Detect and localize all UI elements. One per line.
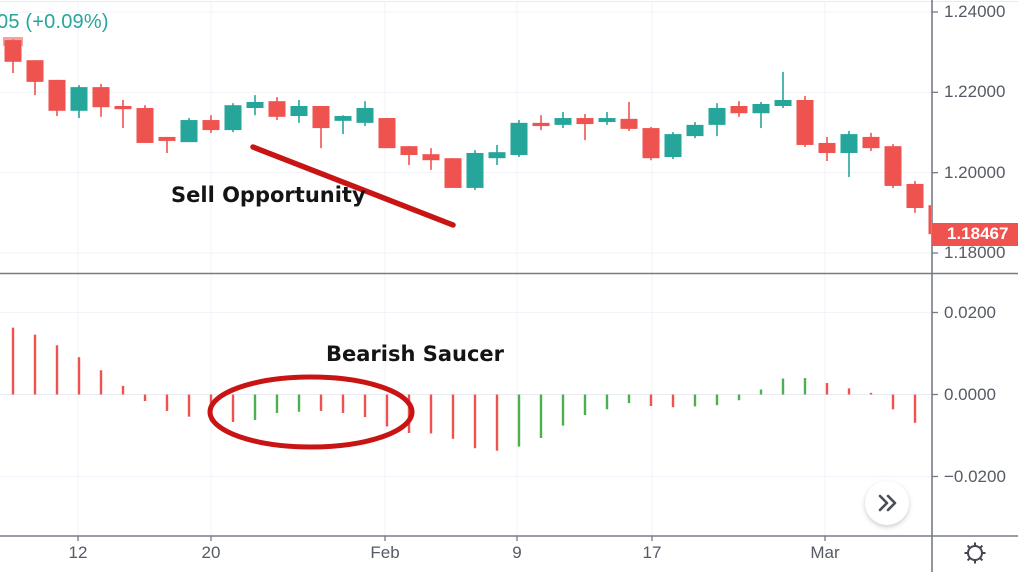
series-group	[3, 37, 931, 451]
fast-forward-chevrons-icon	[878, 494, 896, 512]
candle-body	[862, 136, 880, 149]
time-scale[interactable]: 12 20 Feb 9 17 Mar	[0, 537, 932, 572]
last-price-value: 1.18467	[947, 224, 1009, 244]
price-axis-label: 1.18000	[944, 243, 1006, 262]
candle-body	[598, 118, 616, 123]
gear-glyph	[964, 542, 986, 564]
candle-body	[246, 101, 264, 108]
price-axis-label: 1.20000	[944, 162, 1006, 182]
candle-body	[906, 183, 924, 209]
bearish-saucer-ellipse[interactable]	[207, 374, 415, 450]
time-axis-label: Feb	[370, 543, 400, 562]
candle-body	[312, 105, 330, 129]
time-axis-label: Mar	[810, 543, 840, 562]
hist-axis-label: 0.0000	[944, 384, 996, 404]
candle-body	[26, 60, 44, 82]
symbol-quote-text: 05 (+0.09%)	[0, 11, 109, 33]
candle-body	[158, 136, 176, 141]
bearish-saucer-label[interactable]: Bearish Saucer	[326, 342, 505, 366]
candle-body	[466, 152, 484, 188]
candle-body	[488, 152, 506, 159]
last-price-badge: 1.18467	[932, 222, 1018, 246]
candle-body	[400, 146, 418, 155]
hist-axis-label: 0.0200	[944, 302, 996, 322]
time-axis-label: 9	[512, 543, 522, 562]
price-axis-label: 1.22000	[944, 82, 1006, 102]
candle-body	[796, 99, 814, 145]
sell-trend-line[interactable]	[250, 144, 456, 228]
candle-body	[4, 40, 22, 62]
settings-gear-icon[interactable]	[961, 539, 989, 567]
candle-body	[378, 118, 396, 149]
candle-body	[664, 134, 682, 158]
candle-body	[928, 205, 931, 235]
candle-body	[620, 118, 638, 129]
candle-body	[136, 107, 154, 143]
candle-body	[92, 87, 110, 108]
candle-body	[730, 105, 748, 114]
candle-body	[114, 105, 132, 110]
candle-body	[70, 87, 88, 111]
candle-body	[752, 103, 770, 114]
candle-body	[422, 154, 440, 161]
candle-body	[642, 128, 660, 159]
candle-body	[290, 105, 308, 117]
candle-body	[774, 99, 792, 106]
candle-body	[180, 120, 198, 143]
price-axis-label: 1.24000	[944, 2, 1006, 21]
candle-body	[268, 101, 286, 117]
candle-body	[708, 107, 726, 125]
time-axis-label: 12	[68, 543, 88, 562]
candle-body	[202, 120, 220, 131]
candle-body	[224, 105, 242, 131]
candle-body	[444, 158, 462, 188]
candle-body	[576, 118, 594, 125]
sell-opportunity-label[interactable]: Sell Opportunity	[171, 183, 366, 207]
candle-body	[356, 107, 374, 123]
candle-body	[554, 118, 572, 125]
candle-body	[510, 122, 528, 155]
hist-axis-label: −0.0200	[944, 466, 1006, 486]
candle-body	[818, 142, 836, 153]
time-axis-label: 20	[201, 543, 221, 562]
candle-body	[840, 134, 858, 153]
candle-body	[884, 146, 902, 186]
candle-body	[686, 124, 704, 137]
candle-body	[334, 116, 352, 121]
price-scale[interactable]: 1.18467 1.24000 1.22000 1.20000 1.18000 0.02…	[932, 0, 1018, 535]
candle-body	[532, 122, 550, 127]
scroll-right-button[interactable]	[865, 481, 909, 525]
time-axis-label: 17	[642, 543, 662, 562]
candle-body	[48, 79, 66, 111]
